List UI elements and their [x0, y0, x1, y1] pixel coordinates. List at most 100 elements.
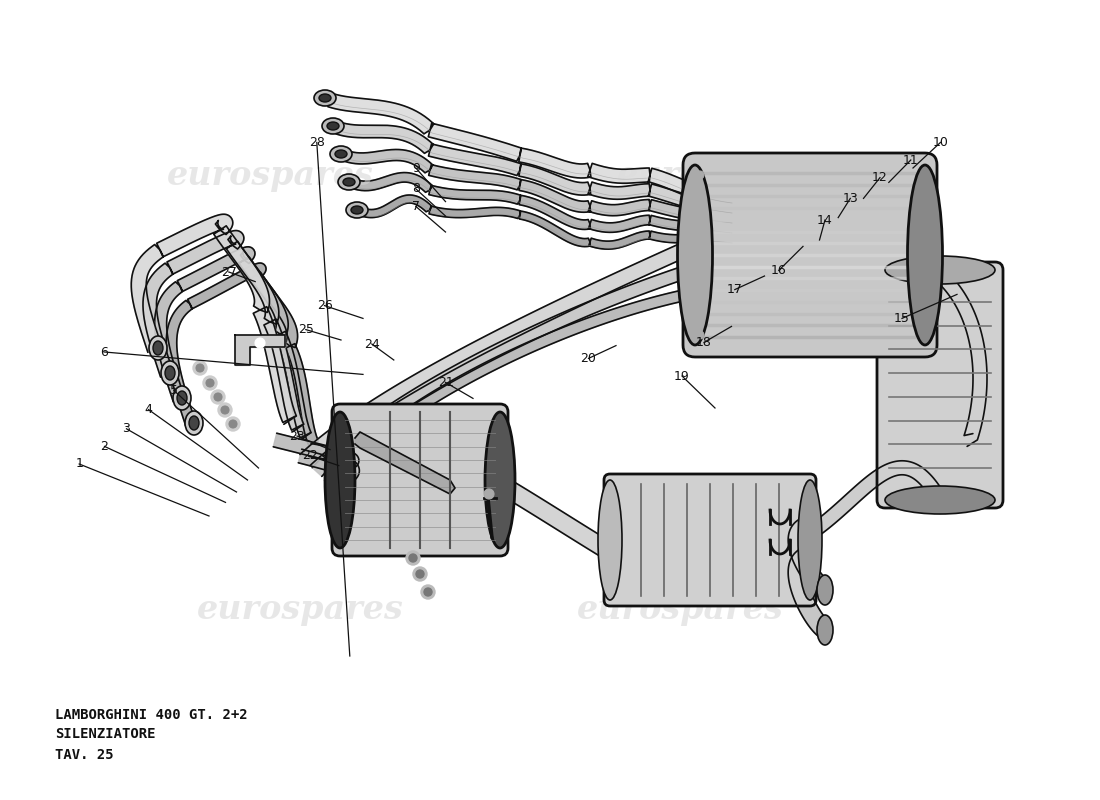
Ellipse shape: [817, 575, 833, 605]
Ellipse shape: [173, 386, 191, 410]
Text: 3: 3: [122, 422, 131, 435]
Text: eurospares: eurospares: [576, 594, 783, 626]
Circle shape: [406, 551, 420, 565]
Circle shape: [421, 585, 434, 599]
Circle shape: [218, 403, 232, 417]
Polygon shape: [328, 94, 732, 206]
Text: 6: 6: [100, 346, 109, 358]
Text: 20: 20: [581, 352, 596, 365]
Ellipse shape: [798, 480, 822, 600]
Text: 13: 13: [843, 192, 858, 205]
Text: eurospares: eurospares: [617, 158, 824, 191]
FancyBboxPatch shape: [877, 262, 1003, 508]
Polygon shape: [355, 432, 455, 494]
Circle shape: [214, 393, 222, 401]
Ellipse shape: [185, 411, 204, 435]
Text: SILENZIATORE: SILENZIATORE: [55, 727, 155, 741]
Text: 5: 5: [169, 384, 178, 397]
Polygon shape: [361, 195, 732, 249]
Text: 27: 27: [221, 266, 236, 278]
Ellipse shape: [678, 165, 713, 345]
Ellipse shape: [330, 146, 352, 162]
Ellipse shape: [314, 90, 336, 106]
Text: 19: 19: [674, 370, 690, 382]
Text: eurospares: eurospares: [166, 158, 373, 191]
Text: 11: 11: [903, 154, 918, 166]
Circle shape: [211, 390, 226, 404]
Ellipse shape: [886, 486, 996, 514]
Polygon shape: [789, 516, 830, 598]
Text: 14: 14: [817, 214, 833, 226]
Circle shape: [192, 361, 207, 375]
Ellipse shape: [165, 366, 175, 380]
Circle shape: [696, 171, 704, 179]
Ellipse shape: [322, 118, 344, 134]
Text: LAMBORGHINI 400 GT. 2+2: LAMBORGHINI 400 GT. 2+2: [55, 708, 248, 722]
Text: 22: 22: [302, 450, 318, 462]
Polygon shape: [166, 263, 318, 447]
Circle shape: [206, 379, 214, 387]
Ellipse shape: [343, 178, 355, 186]
Polygon shape: [324, 288, 697, 487]
Circle shape: [229, 420, 236, 428]
Ellipse shape: [598, 480, 622, 600]
Ellipse shape: [148, 336, 167, 360]
Text: 1: 1: [75, 458, 84, 470]
Ellipse shape: [161, 361, 179, 385]
Circle shape: [424, 588, 432, 596]
Polygon shape: [273, 434, 341, 462]
Circle shape: [226, 417, 240, 431]
Text: 28: 28: [309, 136, 324, 149]
Text: TAV. 25: TAV. 25: [55, 748, 113, 762]
Ellipse shape: [177, 391, 187, 405]
Ellipse shape: [327, 122, 339, 130]
Polygon shape: [131, 214, 296, 424]
Text: 24: 24: [364, 338, 380, 350]
Polygon shape: [309, 443, 359, 471]
Ellipse shape: [319, 94, 331, 102]
Polygon shape: [300, 238, 697, 466]
Circle shape: [204, 376, 217, 390]
Polygon shape: [789, 546, 830, 637]
Polygon shape: [321, 445, 360, 486]
FancyBboxPatch shape: [332, 404, 508, 556]
Circle shape: [221, 406, 229, 414]
Circle shape: [484, 489, 494, 499]
Polygon shape: [811, 461, 945, 536]
Text: 16: 16: [771, 264, 786, 277]
FancyBboxPatch shape: [604, 474, 816, 606]
Polygon shape: [344, 150, 732, 226]
Text: 12: 12: [872, 171, 888, 184]
Text: 2: 2: [100, 440, 109, 453]
Text: 17: 17: [727, 283, 742, 296]
Polygon shape: [337, 122, 732, 216]
Polygon shape: [298, 450, 365, 478]
Ellipse shape: [153, 341, 163, 355]
Ellipse shape: [817, 615, 833, 645]
Circle shape: [412, 567, 427, 581]
Polygon shape: [235, 335, 285, 365]
Polygon shape: [312, 263, 697, 476]
Ellipse shape: [324, 412, 355, 548]
Text: 21: 21: [438, 376, 453, 389]
Ellipse shape: [338, 174, 360, 190]
Text: 23: 23: [289, 430, 305, 442]
Text: 10: 10: [933, 136, 948, 149]
Ellipse shape: [908, 165, 943, 345]
Text: 25: 25: [298, 323, 314, 336]
Text: 18: 18: [696, 336, 712, 349]
Ellipse shape: [485, 412, 515, 548]
Text: 9: 9: [411, 162, 420, 174]
Ellipse shape: [351, 206, 363, 214]
Ellipse shape: [189, 416, 199, 430]
Text: 8: 8: [411, 182, 420, 195]
Circle shape: [409, 554, 417, 562]
FancyBboxPatch shape: [683, 153, 937, 357]
Text: 7: 7: [411, 200, 420, 213]
Text: 26: 26: [317, 299, 332, 312]
Circle shape: [196, 364, 204, 372]
Polygon shape: [505, 482, 666, 587]
Polygon shape: [143, 230, 304, 432]
Text: 4: 4: [144, 403, 153, 416]
Polygon shape: [935, 270, 987, 446]
